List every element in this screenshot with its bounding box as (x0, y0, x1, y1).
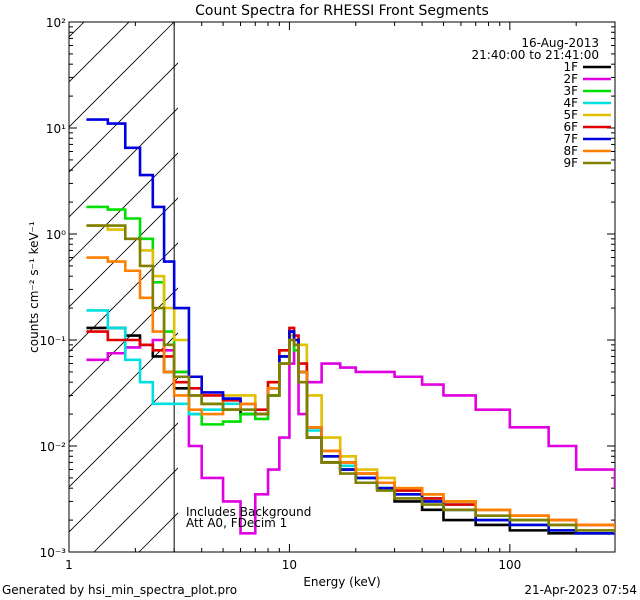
hatch-line (69, 422, 178, 533)
series-group (86, 118, 615, 535)
footer-generator: Generated by hsi_min_spectra_plot.pro (2, 583, 237, 597)
y-axis-label: counts cm⁻² s⁻¹ keV⁻¹ (27, 221, 41, 353)
y-tick-label: 10⁰ (46, 228, 66, 242)
y-tick-label: 10¹ (46, 122, 66, 136)
x-axis-label: Energy (keV) (303, 575, 380, 589)
series-line-5F (86, 224, 615, 534)
hatch-line (69, 242, 178, 353)
legend-label-5F: 5F (563, 108, 578, 122)
series-line-1F (86, 326, 615, 535)
y-tick-label: 10⁻¹ (40, 334, 67, 348)
legend-label-9F: 9F (563, 156, 578, 170)
hatch-line (69, 62, 178, 173)
y-tick-label: 10⁻³ (40, 546, 67, 560)
series-line-8F (86, 256, 615, 531)
hatch-line (69, 377, 178, 488)
annotation-background: Includes Background (186, 505, 311, 519)
x-tick-label: 10 (282, 558, 297, 572)
hatch-line (69, 197, 178, 308)
series-line-7F (86, 118, 615, 535)
hatch-line (69, 107, 178, 218)
series-line-2F (86, 338, 615, 535)
time-range-label: 21:40:00 to 21:41:00 (472, 48, 599, 62)
y-tick-label: 10⁻² (40, 440, 67, 454)
plot-frame (68, 21, 616, 553)
legend-label-4F: 4F (563, 96, 578, 110)
legend-label-8F: 8F (563, 144, 578, 158)
legend-label-2F: 2F (563, 72, 578, 86)
series-line-3F (86, 205, 615, 535)
attenuated-region-hatch (69, 22, 178, 552)
hatch-line (69, 22, 130, 83)
chart-title: Count Spectra for RHESSI Front Segments (195, 3, 489, 19)
series-line-9F (86, 224, 615, 534)
legend-label-7F: 7F (563, 132, 578, 146)
hatch-line (69, 22, 85, 38)
hatch-line (69, 152, 178, 263)
footer-timestamp: 21-Apr-2023 07:54 (524, 583, 637, 597)
x-tick-label: 1 (65, 558, 73, 572)
annotation-attenuator: Att A0, FDecim 1 (186, 516, 287, 530)
x-tick-label: 100 (498, 558, 521, 572)
legend-label-6F: 6F (563, 120, 578, 134)
hatch-line (69, 332, 178, 443)
legend-label-1F: 1F (563, 60, 578, 74)
axes: 10⁻³ 10⁻² 10⁻¹ 10⁰ 10¹ 10² 1 10 100 (40, 16, 616, 572)
y-tick-label: 10² (46, 16, 66, 30)
hatch-line (69, 22, 175, 128)
legend-label-3F: 3F (563, 84, 578, 98)
date-label: 16-Aug-2013 (521, 36, 599, 50)
